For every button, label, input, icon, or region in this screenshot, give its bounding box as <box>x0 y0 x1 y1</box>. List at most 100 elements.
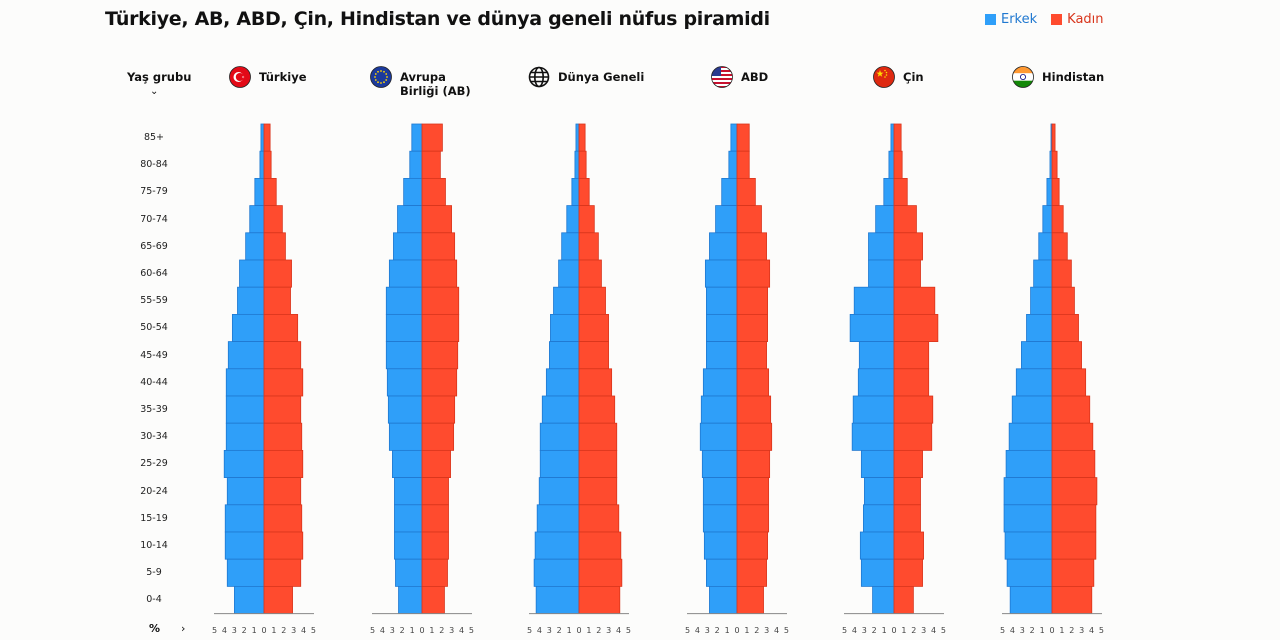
bar-female[interactable] <box>421 259 458 288</box>
bar-female[interactable] <box>736 422 773 451</box>
bar-male[interactable] <box>868 232 895 261</box>
bar-male[interactable] <box>853 286 895 315</box>
bar-female[interactable] <box>263 586 293 615</box>
bar-female[interactable] <box>893 586 914 615</box>
bar-male[interactable] <box>860 558 895 587</box>
bar-male[interactable] <box>709 232 738 261</box>
bar-male[interactable] <box>702 504 738 533</box>
bar-female[interactable] <box>893 558 923 587</box>
bar-female[interactable] <box>1051 177 1060 206</box>
bar-male[interactable] <box>868 259 895 288</box>
bar-female[interactable] <box>736 177 756 206</box>
bar-male[interactable] <box>409 150 423 179</box>
bar-female[interactable] <box>893 422 933 451</box>
bar-male[interactable] <box>575 123 580 152</box>
bar-male[interactable] <box>385 313 423 342</box>
bar-male[interactable] <box>706 558 738 587</box>
bar-female[interactable] <box>893 259 921 288</box>
bar-male[interactable] <box>226 477 265 506</box>
bar-male[interactable] <box>231 313 265 342</box>
bar-male[interactable] <box>1033 259 1053 288</box>
bar-female[interactable] <box>893 232 923 261</box>
bar-male[interactable] <box>558 259 580 288</box>
bar-male[interactable] <box>550 313 580 342</box>
bar-male[interactable] <box>385 341 423 370</box>
bar-male[interactable] <box>245 232 265 261</box>
bar-female[interactable] <box>893 341 930 370</box>
bar-female[interactable] <box>578 177 590 206</box>
bar-female[interactable] <box>421 422 455 451</box>
bar-male[interactable] <box>1042 205 1053 234</box>
bar-female[interactable] <box>421 586 445 615</box>
bar-female[interactable] <box>578 259 602 288</box>
bar-male[interactable] <box>259 150 265 179</box>
bar-male[interactable] <box>574 150 580 179</box>
bar-female[interactable] <box>893 504 921 533</box>
bar-female[interactable] <box>893 449 923 478</box>
bar-female[interactable] <box>736 449 771 478</box>
bar-female[interactable] <box>421 177 446 206</box>
bar-male[interactable] <box>1008 422 1053 451</box>
bar-male[interactable] <box>254 177 265 206</box>
bar-male[interactable] <box>545 368 580 397</box>
bar-male[interactable] <box>1003 477 1053 506</box>
bar-male[interactable] <box>411 123 423 152</box>
bar-female[interactable] <box>893 150 903 179</box>
bar-male[interactable] <box>1030 286 1053 315</box>
bar-male[interactable] <box>403 177 423 206</box>
bar-male[interactable] <box>1011 395 1053 424</box>
bar-male[interactable] <box>858 341 895 370</box>
bar-female[interactable] <box>1051 531 1097 560</box>
bar-female[interactable] <box>736 232 767 261</box>
bar-male[interactable] <box>852 395 895 424</box>
bar-female[interactable] <box>736 341 767 370</box>
bar-female[interactable] <box>578 477 618 506</box>
bar-female[interactable] <box>263 259 292 288</box>
bar-female[interactable] <box>1051 449 1096 478</box>
bar-female[interactable] <box>736 259 771 288</box>
bar-female[interactable] <box>263 177 277 206</box>
bar-female[interactable] <box>421 150 441 179</box>
bar-female[interactable] <box>263 395 302 424</box>
bar-female[interactable] <box>736 368 770 397</box>
chevron-right-icon[interactable]: › <box>181 622 186 635</box>
bar-female[interactable] <box>578 449 618 478</box>
bar-female[interactable] <box>263 477 302 506</box>
bar-female[interactable] <box>421 313 460 342</box>
bar-female[interactable] <box>421 558 448 587</box>
bar-female[interactable] <box>263 504 303 533</box>
bar-male[interactable] <box>533 558 580 587</box>
bar-male[interactable] <box>715 205 738 234</box>
bar-female[interactable] <box>421 286 460 315</box>
bar-female[interactable] <box>421 341 459 370</box>
bar-male[interactable] <box>388 422 423 451</box>
bar-female[interactable] <box>893 177 908 206</box>
bar-female[interactable] <box>263 313 299 342</box>
bar-male[interactable] <box>225 395 265 424</box>
bar-female[interactable] <box>893 477 921 506</box>
bar-male[interactable] <box>392 449 423 478</box>
bar-male[interactable] <box>721 177 738 206</box>
bar-male[interactable] <box>703 531 738 560</box>
bar-female[interactable] <box>736 586 764 615</box>
bar-male[interactable] <box>1026 313 1053 342</box>
bar-female[interactable] <box>578 558 623 587</box>
bar-male[interactable] <box>394 504 423 533</box>
bar-male[interactable] <box>571 177 580 206</box>
bar-female[interactable] <box>1051 232 1068 261</box>
bar-female[interactable] <box>263 286 291 315</box>
bar-male[interactable] <box>237 286 265 315</box>
bar-female[interactable] <box>263 232 286 261</box>
bar-male[interactable] <box>387 395 423 424</box>
age-group-header[interactable]: Yaş grubu <box>127 70 192 84</box>
bar-male[interactable] <box>1038 232 1053 261</box>
bar-male[interactable] <box>393 232 423 261</box>
bar-female[interactable] <box>1051 586 1093 615</box>
bar-female[interactable] <box>578 232 599 261</box>
bar-female[interactable] <box>736 286 769 315</box>
bar-female[interactable] <box>421 395 456 424</box>
bar-male[interactable] <box>223 449 265 478</box>
bar-male[interactable] <box>388 259 423 288</box>
bar-female[interactable] <box>263 368 304 397</box>
bar-female[interactable] <box>578 313 609 342</box>
